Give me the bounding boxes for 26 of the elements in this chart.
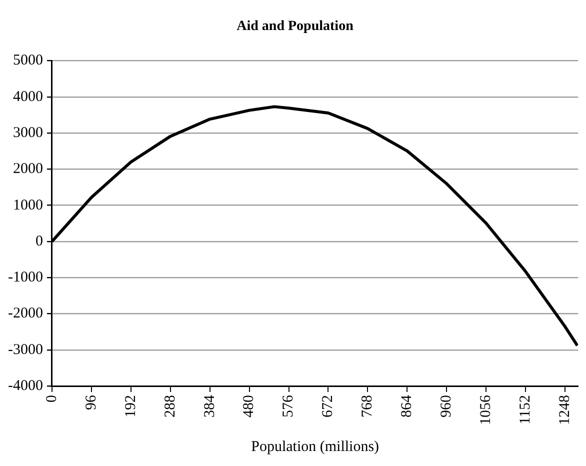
x-tick-label: 960	[438, 395, 455, 418]
y-tick-label: 1000	[12, 197, 43, 214]
x-tick-label: 192	[122, 395, 139, 418]
y-tick-label: -1000	[8, 270, 43, 286]
x-tick-label: 288	[162, 395, 178, 418]
y-tick-label: 4000	[12, 88, 43, 105]
x-tick-label: 768	[360, 395, 376, 418]
x-tick-label: 1152	[517, 395, 534, 424]
x-tick-label: 0	[44, 395, 60, 402]
x-tick-label: 672	[320, 395, 336, 418]
x-axis-title: Population (millions)	[251, 438, 380, 455]
y-tick-label: -4000	[8, 378, 43, 394]
x-tick-label: 96	[83, 394, 100, 410]
x-tick-label: 576	[280, 394, 297, 418]
y-tick-label: -2000	[8, 306, 43, 322]
x-tick-label: 1056	[478, 394, 494, 425]
y-tick-label: 0	[35, 233, 43, 250]
x-tick-label: 864	[399, 394, 416, 418]
y-tick-label: -3000	[8, 342, 43, 358]
x-tick-label: 480	[241, 395, 258, 418]
y-tick-label: 2000	[12, 161, 43, 178]
x-tick-label: 1248	[556, 395, 573, 425]
y-tick-label: 5000	[12, 52, 43, 69]
x-tick-label: 384	[202, 394, 218, 418]
y-tick-label: 3000	[12, 125, 43, 142]
chart-title: Aid and Population	[236, 19, 354, 34]
